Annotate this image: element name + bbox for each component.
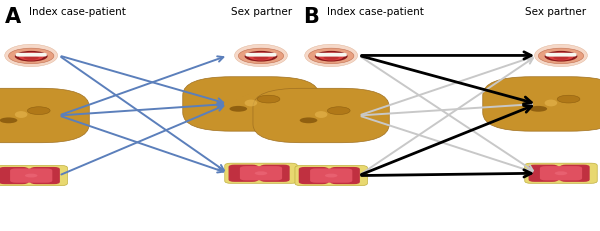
FancyArrowPatch shape <box>62 102 223 115</box>
FancyBboxPatch shape <box>295 165 367 186</box>
Ellipse shape <box>305 44 358 67</box>
FancyBboxPatch shape <box>229 165 258 182</box>
FancyArrowPatch shape <box>361 116 532 173</box>
Text: Index case-patient: Index case-patient <box>327 7 424 17</box>
Ellipse shape <box>15 111 28 118</box>
Ellipse shape <box>530 106 547 112</box>
FancyBboxPatch shape <box>0 167 28 184</box>
Ellipse shape <box>238 48 284 64</box>
Ellipse shape <box>319 52 344 61</box>
Ellipse shape <box>28 107 50 115</box>
FancyBboxPatch shape <box>0 88 89 143</box>
FancyArrowPatch shape <box>362 102 532 115</box>
FancyArrowPatch shape <box>362 170 531 177</box>
Ellipse shape <box>555 171 568 175</box>
Ellipse shape <box>19 52 44 61</box>
FancyBboxPatch shape <box>0 165 67 186</box>
Ellipse shape <box>328 107 350 115</box>
Ellipse shape <box>15 51 47 61</box>
FancyBboxPatch shape <box>560 165 590 182</box>
Ellipse shape <box>553 55 569 60</box>
Text: A: A <box>5 7 21 27</box>
FancyBboxPatch shape <box>316 53 347 57</box>
Ellipse shape <box>248 52 274 61</box>
Text: B: B <box>303 7 319 27</box>
FancyArrowPatch shape <box>61 106 223 174</box>
Ellipse shape <box>315 111 328 118</box>
Ellipse shape <box>23 55 39 60</box>
FancyBboxPatch shape <box>330 167 360 184</box>
Ellipse shape <box>323 55 339 60</box>
Ellipse shape <box>8 48 54 64</box>
FancyBboxPatch shape <box>16 53 47 57</box>
FancyBboxPatch shape <box>253 88 389 143</box>
Ellipse shape <box>315 51 347 61</box>
Ellipse shape <box>253 55 269 60</box>
Ellipse shape <box>548 52 574 61</box>
FancyBboxPatch shape <box>183 77 319 131</box>
FancyArrowPatch shape <box>61 56 223 104</box>
Ellipse shape <box>245 51 277 61</box>
FancyBboxPatch shape <box>10 168 52 183</box>
FancyArrowPatch shape <box>361 58 533 174</box>
Ellipse shape <box>257 95 280 103</box>
FancyArrowPatch shape <box>361 106 532 175</box>
FancyArrowPatch shape <box>61 56 223 115</box>
FancyBboxPatch shape <box>245 53 277 57</box>
FancyBboxPatch shape <box>30 167 60 184</box>
Ellipse shape <box>545 100 557 106</box>
Ellipse shape <box>0 117 17 123</box>
FancyBboxPatch shape <box>529 165 558 182</box>
Ellipse shape <box>229 106 247 112</box>
FancyBboxPatch shape <box>483 77 600 131</box>
FancyBboxPatch shape <box>260 165 290 182</box>
FancyBboxPatch shape <box>299 167 328 184</box>
Ellipse shape <box>545 51 577 61</box>
FancyBboxPatch shape <box>540 166 582 180</box>
Ellipse shape <box>557 95 580 103</box>
Text: Sex partner: Sex partner <box>525 7 586 17</box>
FancyBboxPatch shape <box>225 163 297 183</box>
FancyArrowPatch shape <box>61 57 224 170</box>
Ellipse shape <box>235 44 287 67</box>
Ellipse shape <box>5 44 58 67</box>
Ellipse shape <box>538 48 584 64</box>
FancyArrowPatch shape <box>361 56 532 115</box>
FancyBboxPatch shape <box>545 53 577 57</box>
FancyBboxPatch shape <box>240 166 282 180</box>
Ellipse shape <box>254 171 268 175</box>
Ellipse shape <box>300 117 317 123</box>
FancyArrowPatch shape <box>61 116 223 173</box>
FancyBboxPatch shape <box>310 168 352 183</box>
FancyBboxPatch shape <box>525 163 597 183</box>
FancyArrowPatch shape <box>361 57 533 170</box>
Ellipse shape <box>535 44 587 67</box>
Ellipse shape <box>245 100 257 106</box>
FancyArrowPatch shape <box>361 56 532 104</box>
Text: Index case-patient: Index case-patient <box>29 7 125 17</box>
Ellipse shape <box>25 174 37 177</box>
Ellipse shape <box>325 174 338 177</box>
FancyArrowPatch shape <box>362 52 531 59</box>
Text: Sex partner: Sex partner <box>231 7 292 17</box>
Ellipse shape <box>308 48 354 64</box>
